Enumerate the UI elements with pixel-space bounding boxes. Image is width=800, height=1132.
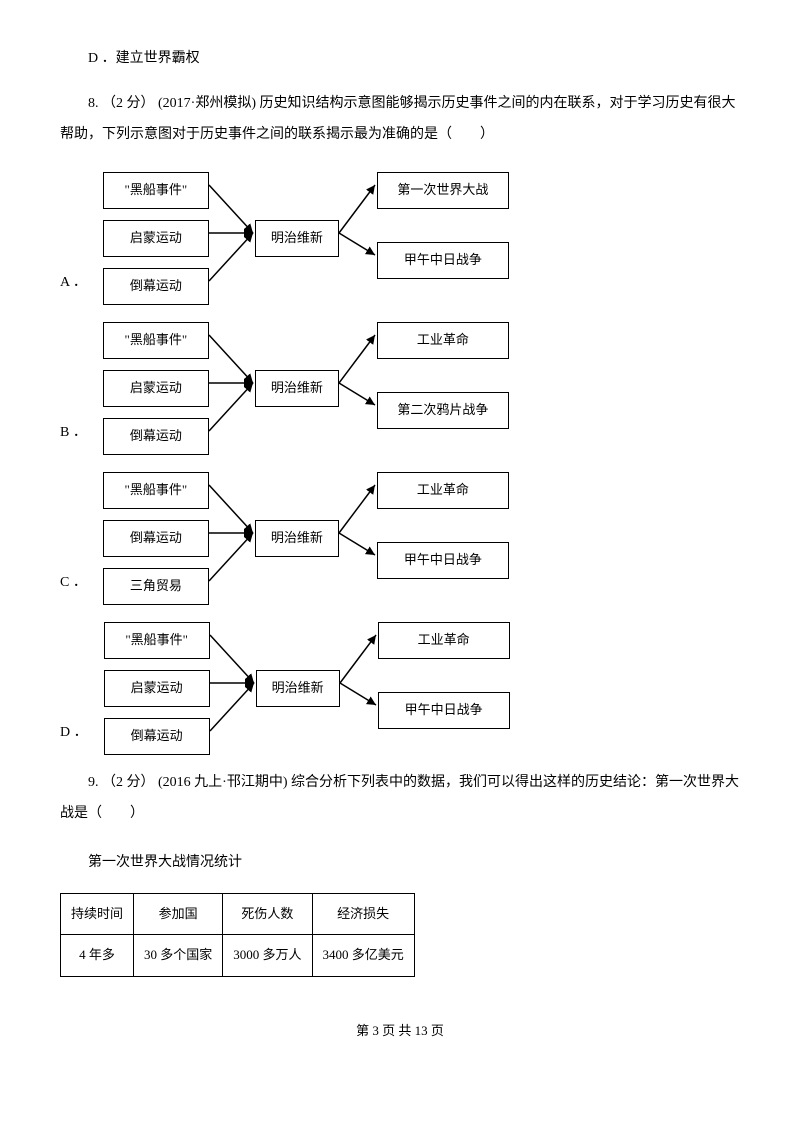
diagram-arrows <box>95 464 515 604</box>
q8-diagram-d: "黑船事件"启蒙运动倒幕运动明治维新工业革命甲午中日战争 <box>96 614 516 754</box>
q8-option-c-label: C ． <box>60 568 87 599</box>
diagram-arrows <box>96 614 516 754</box>
q8-option-c-row: C ． "黑船事件"倒幕运动三角贸易明治维新工业革命甲午中日战争 <box>60 464 740 604</box>
table-row: 4 年多 30 多个国家 3000 多万人 3400 多亿美元 <box>61 935 415 977</box>
q8-stem: 8. （2 分） (2017·郑州模拟) 历史知识结构示意图能够揭示历史事件之间… <box>60 89 740 151</box>
q8-option-d-label: D ． <box>60 718 88 749</box>
q9-stem: 9. （2 分） (2016 九上·邗江期中) 综合分析下列表中的数据，我们可以… <box>60 768 740 830</box>
table-header: 持续时间 <box>61 893 134 935</box>
q8-diagram-b: "黑船事件"启蒙运动倒幕运动明治维新工业革命第二次鸦片战争 <box>95 314 515 454</box>
table-header: 经济损失 <box>312 893 414 935</box>
q9-table: 持续时间 参加国 死伤人数 经济损失 4 年多 30 多个国家 3000 多万人… <box>60 893 415 977</box>
table-header: 参加国 <box>134 893 223 935</box>
q8-option-a-label: A ． <box>60 268 87 299</box>
q8-option-b-label: B ． <box>60 418 87 449</box>
table-cell: 4 年多 <box>61 935 134 977</box>
diagram-arrows <box>95 314 515 454</box>
table-header: 死伤人数 <box>223 893 312 935</box>
diagram-arrows <box>95 164 515 304</box>
table-cell: 30 多个国家 <box>134 935 223 977</box>
q8-diagram-a: "黑船事件"启蒙运动倒幕运动明治维新第一次世界大战甲午中日战争 <box>95 164 515 304</box>
q8-diagram-c: "黑船事件"倒幕运动三角贸易明治维新工业革命甲午中日战争 <box>95 464 515 604</box>
table-cell: 3000 多万人 <box>223 935 312 977</box>
q8-option-d-row: D ． "黑船事件"启蒙运动倒幕运动明治维新工业革命甲午中日战争 <box>60 614 740 754</box>
q9-table-title: 第一次世界大战情况统计 <box>60 848 740 879</box>
table-row: 持续时间 参加国 死伤人数 经济损失 <box>61 893 415 935</box>
table-cell: 3400 多亿美元 <box>312 935 414 977</box>
page-footer: 第 3 页 共 13 页 <box>60 1017 740 1046</box>
q7-option-d: D ．建立世界霸权 <box>60 44 740 75</box>
q8-option-b-row: B ． "黑船事件"启蒙运动倒幕运动明治维新工业革命第二次鸦片战争 <box>60 314 740 454</box>
q8-option-a-row: A ． "黑船事件"启蒙运动倒幕运动明治维新第一次世界大战甲午中日战争 <box>60 164 740 304</box>
